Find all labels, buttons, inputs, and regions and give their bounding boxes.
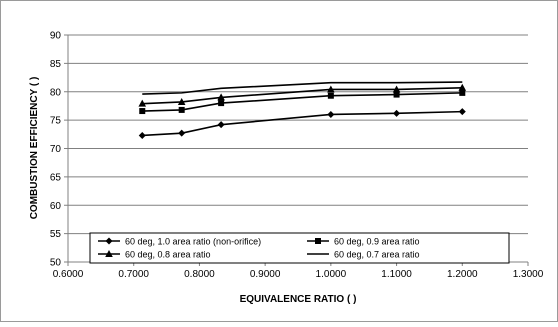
legend-label: 60 deg, 0.8 area ratio bbox=[125, 250, 211, 260]
series-point bbox=[327, 92, 334, 99]
x-tick-label: 1.0000 bbox=[316, 269, 347, 280]
series-line bbox=[142, 81, 463, 95]
series-layer bbox=[138, 81, 467, 139]
legend-entry: 60 deg, 0.8 area ratio bbox=[98, 250, 211, 260]
series-point bbox=[178, 106, 185, 113]
series-point bbox=[327, 110, 335, 118]
series-point bbox=[217, 93, 225, 101]
axis-ticks: 50 55 60 65 70 75 80 85 90 0.6000 0.7000 0.8000 0.90… bbox=[50, 31, 544, 281]
x-tick-label: 1.3000 bbox=[513, 269, 544, 280]
legend-swatch-marker bbox=[105, 250, 113, 257]
y-axis-title: COMBUSTION EFFICIENCY ( ) bbox=[29, 77, 40, 220]
series-point bbox=[393, 91, 400, 98]
y-tick-label: 80 bbox=[50, 87, 62, 98]
series-point bbox=[217, 121, 225, 129]
x-tick-label: 0.6000 bbox=[53, 269, 84, 280]
series-line bbox=[142, 86, 463, 105]
series-point bbox=[138, 131, 146, 139]
series-point bbox=[178, 129, 186, 137]
series-line bbox=[142, 110, 463, 137]
legend-entry: 60 deg, 0.7 area ratio bbox=[307, 250, 420, 260]
y-tick-label: 65 bbox=[50, 172, 62, 183]
series-2 bbox=[139, 89, 466, 115]
y-tick-label: 75 bbox=[50, 116, 62, 127]
legend-label: 60 deg, 0.9 area ratio bbox=[334, 237, 420, 247]
series-point bbox=[459, 89, 466, 96]
legend-swatch-marker bbox=[315, 238, 321, 244]
y-tick-label: 70 bbox=[50, 144, 62, 155]
y-tick-label: 60 bbox=[50, 201, 62, 212]
y-tick-label: 55 bbox=[50, 229, 62, 240]
legend-label: 60 deg, 0.7 area ratio bbox=[334, 250, 420, 260]
x-tick-label: 0.8000 bbox=[184, 269, 215, 280]
series-point bbox=[139, 108, 146, 115]
y-tick-label: 90 bbox=[50, 31, 62, 42]
series-3 bbox=[138, 83, 467, 107]
x-axis-title: EQUIVALENCE RATIO ( ) bbox=[240, 294, 357, 305]
series-point bbox=[327, 85, 335, 93]
y-tick-label: 85 bbox=[50, 59, 62, 70]
x-tick-label: 0.7000 bbox=[118, 269, 149, 280]
series-point bbox=[218, 100, 225, 107]
legend-entry: 60 deg, 0.9 area ratio bbox=[307, 237, 420, 247]
legend-label: 60 deg, 1.0 area ratio (non-orifice) bbox=[125, 237, 261, 247]
x-tick-label: 1.2000 bbox=[447, 269, 478, 280]
x-tick-label: 0.9000 bbox=[250, 269, 281, 280]
series-point bbox=[458, 108, 466, 116]
y-tick-label: 50 bbox=[50, 258, 62, 269]
series-point bbox=[458, 83, 467, 91]
series-point bbox=[177, 97, 186, 105]
x-tick-label: 1.1000 bbox=[381, 269, 412, 280]
legend-entry: 60 deg, 1.0 area ratio (non-orifice) bbox=[98, 237, 261, 247]
series-point bbox=[392, 85, 401, 93]
series-point bbox=[393, 109, 401, 117]
legend: 60 deg, 1.0 area ratio (non-orifice) 60 d… bbox=[89, 232, 510, 264]
series-point bbox=[138, 99, 147, 107]
series-4 bbox=[142, 81, 463, 95]
series-line bbox=[142, 92, 463, 112]
legend-swatch-marker bbox=[105, 237, 113, 245]
series-1 bbox=[138, 108, 466, 139]
legend-box bbox=[89, 232, 510, 264]
